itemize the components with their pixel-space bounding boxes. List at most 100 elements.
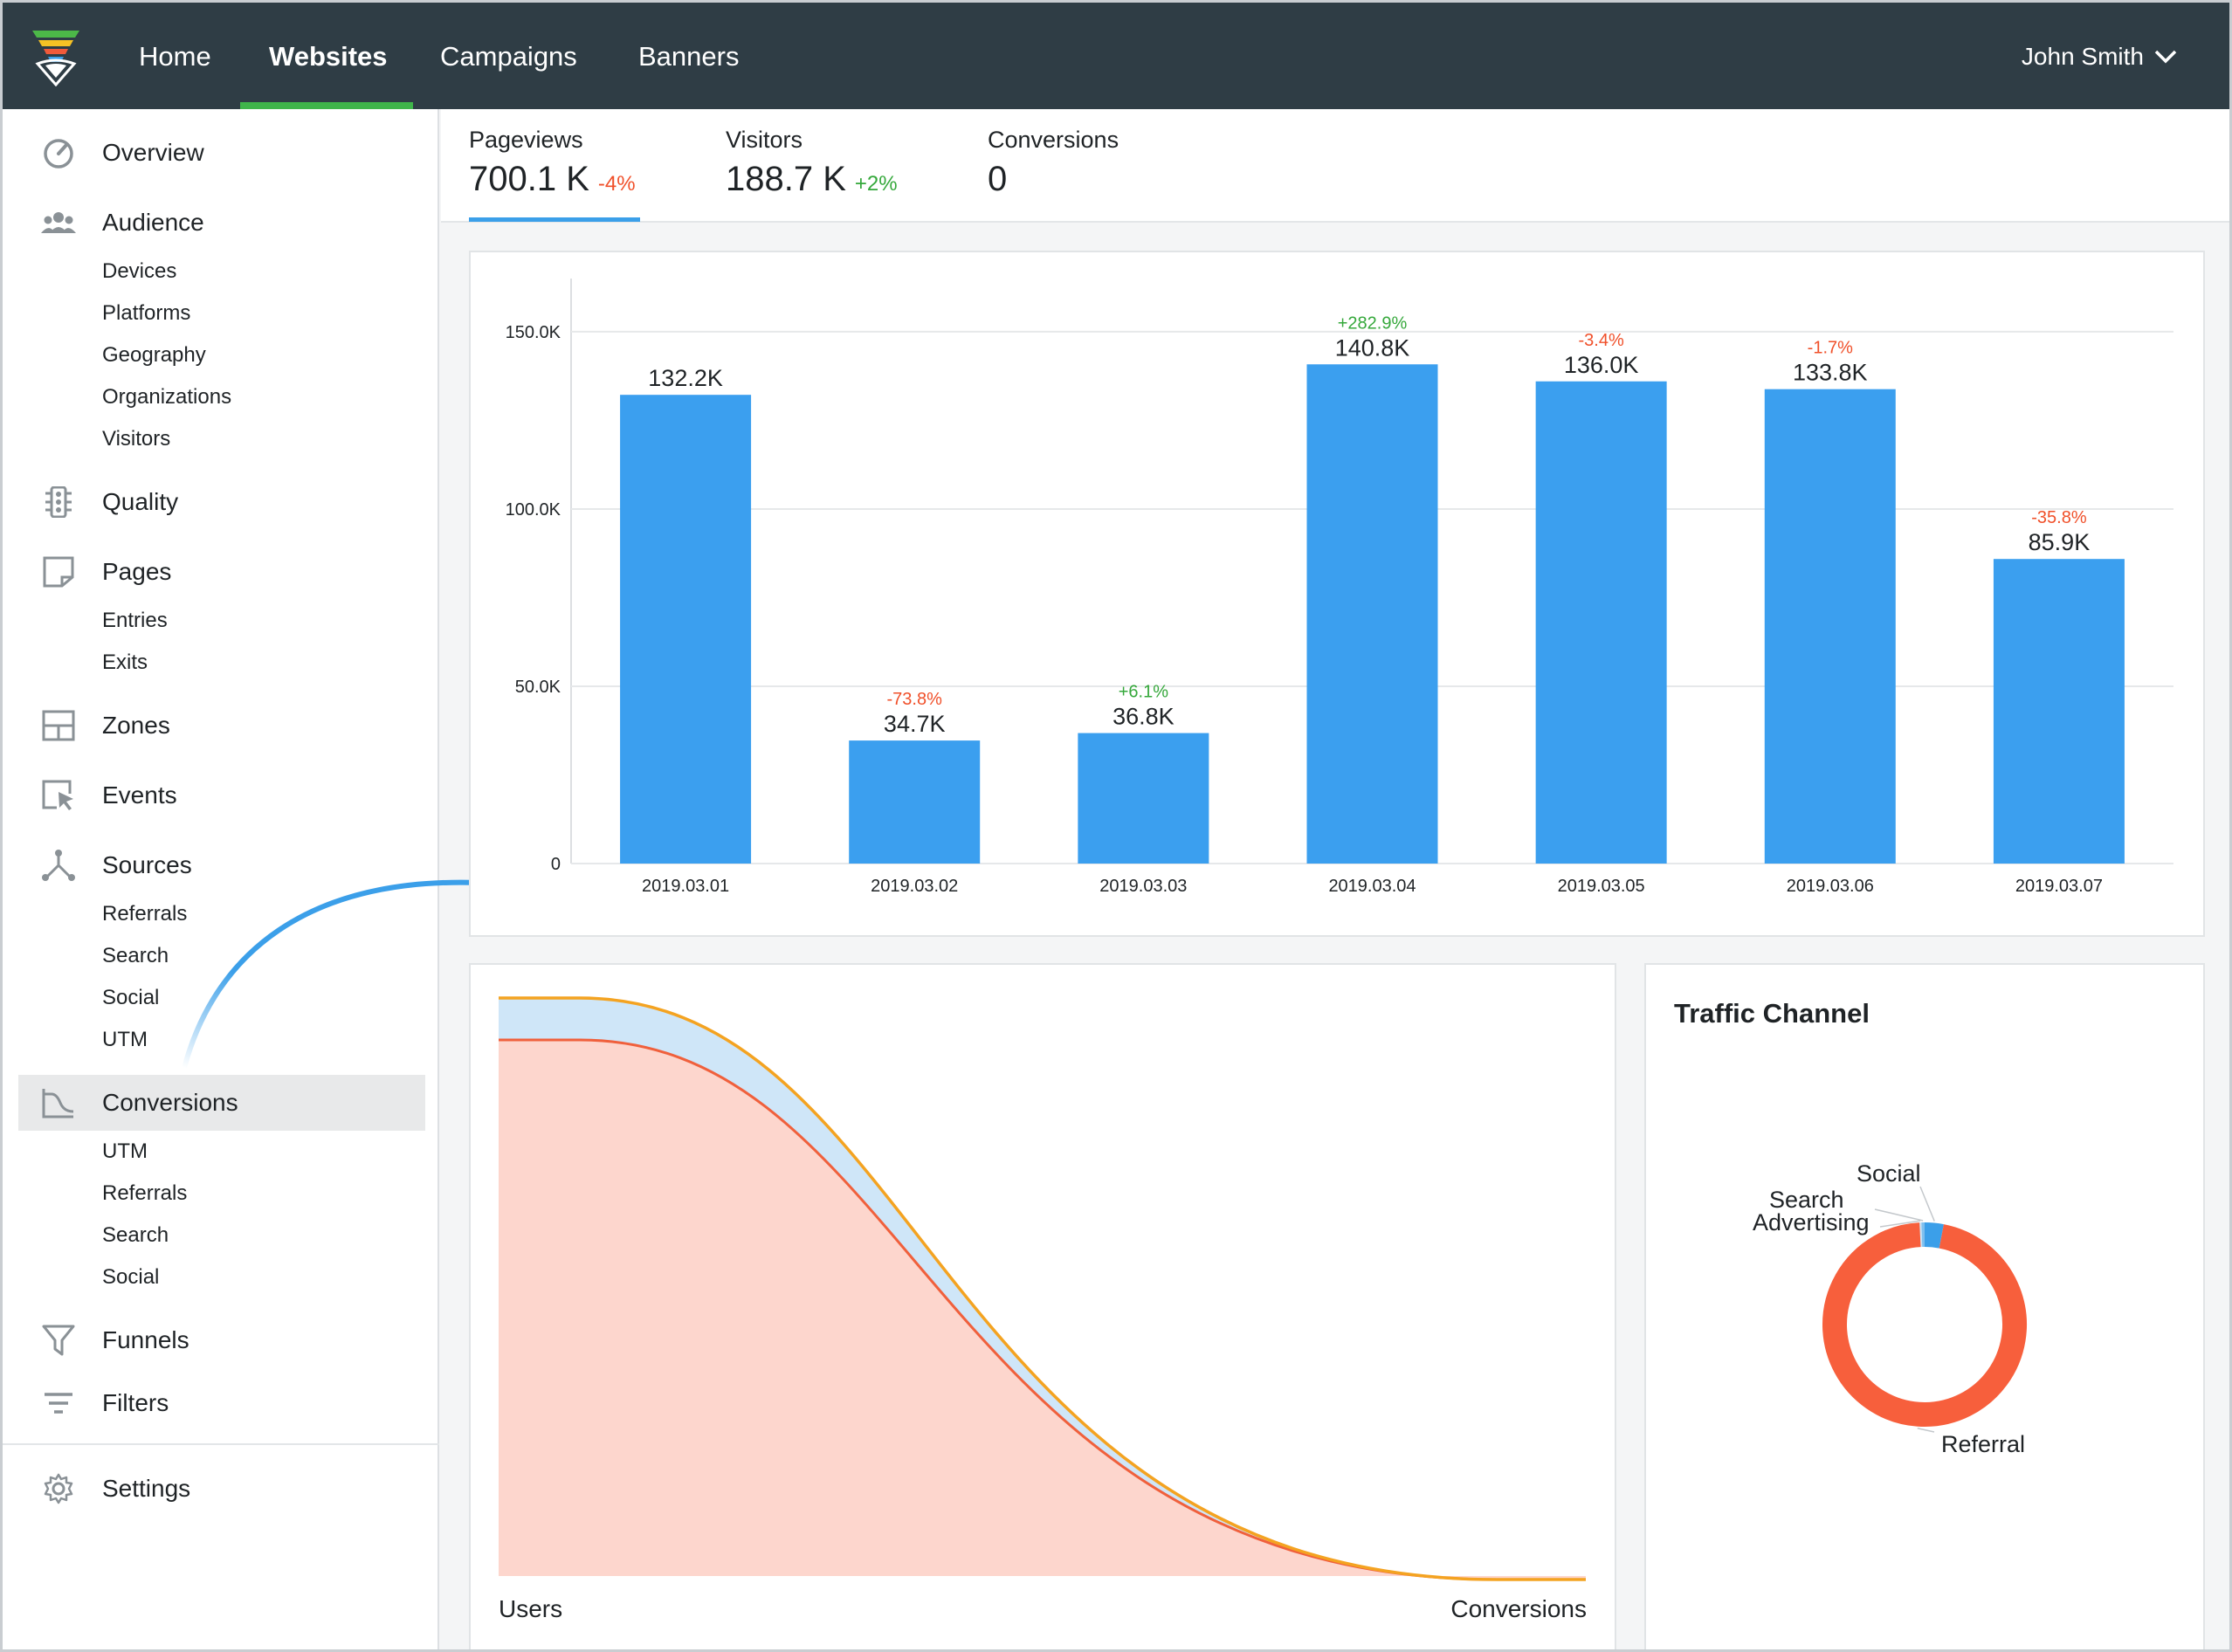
sidebar-subitem-visitors[interactable]: Visitors — [102, 427, 171, 451]
bar — [620, 395, 752, 864]
pageviews-bar-chart: 0 50.0K 100.0K 150.0K 132.2K 2019.03.01 34.7K -… — [506, 279, 2173, 896]
x-tick-label: 2019.03.07 — [2015, 877, 2103, 896]
pie-label: Social — [1857, 1160, 1921, 1187]
funnel-inner-area — [499, 1040, 1586, 1580]
sidebar-item-conversions[interactable]: Conversions — [3, 1075, 439, 1131]
sidebar-item-pages[interactable]: Pages — [3, 546, 439, 598]
sidebar-item-filters[interactable]: Filters — [3, 1377, 439, 1429]
brand-logo-icon[interactable] — [31, 25, 81, 86]
sidebar-item-label: Events — [102, 781, 177, 809]
user-menu[interactable]: John Smith — [2022, 3, 2177, 109]
sidebar-subitem-social[interactable]: Social — [102, 986, 160, 1009]
cursor-click-icon — [42, 780, 73, 810]
traffic-light-icon — [45, 486, 72, 518]
bar — [1764, 389, 1896, 864]
user-name: John Smith — [2021, 43, 2144, 70]
pie-slice — [1822, 1222, 2027, 1427]
sidebar-subitem-devices[interactable]: Devices — [102, 259, 177, 283]
pie-leader-line — [1919, 1186, 1935, 1222]
pie-leader-line — [1874, 1208, 1924, 1222]
x-tick-label: 2019.03.05 — [1558, 877, 1645, 896]
layout-grid-icon — [42, 710, 75, 741]
x-tick-label: 2019.03.01 — [642, 877, 729, 896]
bar-change-label: -73.8% — [887, 690, 943, 709]
sidebar-subitem-referrals[interactable]: Referrals — [102, 902, 188, 926]
sidebar-item-overview[interactable]: Overview — [3, 127, 439, 179]
sidebar-item-label: Zones — [102, 712, 170, 739]
sidebar-item-quality[interactable]: Quality — [3, 476, 439, 528]
sidebar-subitem-geography[interactable]: Geography — [102, 343, 206, 367]
pie-slice — [1924, 1222, 1944, 1249]
funnel-start-label: Users — [499, 1595, 563, 1622]
metrics-header: Pageviews 700.1 K -4% Visitors 188.7 K +2%… — [441, 109, 2229, 223]
sidebar-subitem-referrals[interactable]: Referrals — [102, 1181, 188, 1205]
sidebar-item-events[interactable]: Events — [3, 769, 439, 822]
nav-campaigns[interactable]: Campaigns — [440, 41, 577, 72]
y-tick-label: 0 — [551, 855, 561, 874]
sidebar-item-audience[interactable]: Audience — [3, 196, 439, 249]
funnel-icon — [42, 1325, 75, 1356]
sidebar-item-label: Audience — [102, 209, 204, 236]
x-tick-label: 2019.03.04 — [1328, 877, 1416, 896]
sidebar-item-funnels[interactable]: Funnels — [3, 1314, 439, 1366]
sidebar-subitem-social[interactable]: Social — [102, 1265, 160, 1289]
conversion-funnel-panel: Users Conversions — [469, 963, 1616, 1649]
metric-value: 0 — [988, 160, 1008, 198]
metric-value: 188.7 K +2% — [726, 160, 898, 198]
sidebar-subitem-exits[interactable]: Exits — [102, 650, 148, 674]
bar — [1993, 559, 2125, 864]
sidebar-item-label: Settings — [102, 1475, 191, 1502]
metric-label: Pageviews — [469, 127, 583, 153]
funnel-outer-line — [499, 996, 1586, 1581]
bar-change-label: +6.1% — [1119, 683, 1168, 702]
bar-change-label: -3.4% — [1579, 331, 1624, 350]
bar-value-label: 132.2K — [648, 365, 723, 391]
sidebar-subitem-utm[interactable]: UTM — [102, 1028, 148, 1051]
bar — [1306, 364, 1438, 864]
sidebar-item-label: Conversions — [102, 1089, 238, 1116]
y-tick-label: 50.0K — [515, 678, 561, 697]
bar — [1535, 381, 1667, 864]
x-tick-label: 2019.03.02 — [871, 877, 958, 896]
people-icon — [41, 212, 76, 233]
panel-title: Traffic Channel — [1674, 998, 1870, 1029]
bar — [849, 740, 981, 864]
pie-label: Search — [1769, 1187, 1844, 1213]
sidebar-subitem-organizations[interactable]: Organizations — [102, 385, 232, 409]
top-navigation-bar: Home Websites Campaigns Banners John Smi… — [3, 3, 2229, 109]
nav-home[interactable]: Home — [139, 41, 211, 72]
sidebar-item-zones[interactable]: Zones — [3, 699, 439, 752]
gear-icon — [44, 1473, 73, 1504]
traffic-channel-panel: Traffic Channel Social Search Advertising R… — [1644, 963, 2205, 1649]
sidebar-subitem-utm[interactable]: UTM — [102, 1139, 148, 1163]
bar-change-label: -1.7% — [1808, 339, 1853, 358]
pie-label: Advertising — [1753, 1209, 1870, 1236]
sidebar-subitem-search[interactable]: Search — [102, 944, 169, 967]
sidebar-item-sources[interactable]: Sources — [3, 839, 439, 891]
sidebar: Overview Audience Devices Platforms Geog… — [3, 109, 439, 1649]
sources-icon — [42, 850, 75, 881]
sidebar-divider — [3, 1443, 439, 1445]
sidebar-item-label: Filters — [102, 1389, 169, 1416]
active-metric-indicator — [469, 217, 640, 222]
metric-label: Visitors — [726, 127, 803, 153]
bar-value-label: 36.8K — [1113, 704, 1175, 730]
bar-value-label: 34.7K — [884, 711, 946, 737]
sidebar-subitem-search[interactable]: Search — [102, 1223, 169, 1247]
y-tick-label: 100.0K — [506, 500, 561, 520]
x-tick-label: 2019.03.06 — [1787, 877, 1874, 896]
nav-websites[interactable]: Websites — [269, 41, 388, 72]
nav-banners[interactable]: Banners — [638, 41, 740, 72]
x-tick-label: 2019.03.03 — [1099, 877, 1187, 896]
conversion-chart-icon — [42, 1089, 74, 1119]
pageviews-bar-chart-panel: 0 50.0K 100.0K 150.0K 132.2K 2019.03.01 34.7K -… — [469, 251, 2205, 937]
metric-delta: -4% — [597, 172, 636, 196]
active-nav-indicator — [240, 102, 413, 109]
sidebar-item-settings[interactable]: Settings — [3, 1463, 439, 1515]
sidebar-subitem-platforms[interactable]: Platforms — [102, 301, 191, 325]
funnel-end-label: Conversions — [1450, 1595, 1587, 1622]
sidebar-subitem-entries[interactable]: Entries — [102, 609, 168, 632]
speedometer-icon — [44, 139, 73, 169]
bar-value-label: 136.0K — [1564, 352, 1639, 378]
